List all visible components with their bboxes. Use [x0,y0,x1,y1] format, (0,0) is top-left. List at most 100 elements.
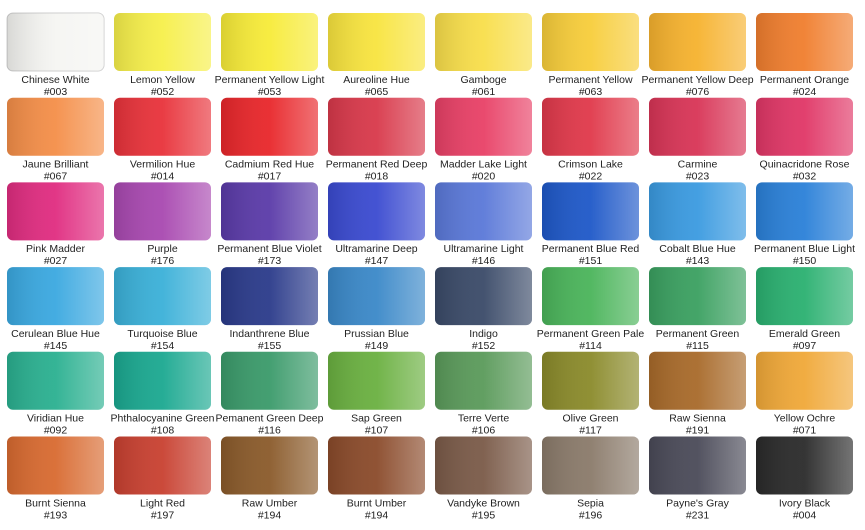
swatch-sheen [7,13,104,71]
swatch-code: #197 [151,509,175,521]
swatch-code: #027 [44,255,68,267]
swatch-code: #194 [258,509,282,521]
swatch-sheen [542,351,639,410]
swatch-code: #193 [44,509,68,521]
swatch-code: #004 [793,509,817,521]
swatch-sheen [114,97,211,156]
swatch-sheen [435,13,532,71]
swatch-sheen [435,182,532,241]
swatch-code: #108 [151,425,175,437]
swatch-name: Raw Sienna [669,413,726,425]
swatch-sheen [756,351,853,410]
swatch-code: #149 [365,340,389,352]
swatch-code: #003 [44,86,68,98]
swatch-name: Sap Green [351,413,402,425]
swatch-sheen [114,436,211,495]
swatch-name: Phthalocyanine Green [111,413,215,425]
swatch-name: Quinacridone Rose [760,158,850,170]
swatch-sheen [756,182,853,241]
swatch-sheen [114,267,211,326]
swatch-code: #143 [686,255,710,267]
swatch-code: #071 [793,425,817,437]
swatch-code: #152 [472,340,496,352]
swatch-name: Ivory Black [779,497,831,509]
swatch-name: Gamboge [460,74,506,86]
swatch-sheen [114,182,211,241]
swatch-sheen [542,267,639,326]
swatch-name: Carmine [678,158,718,170]
swatch-name: Cobalt Blue Hue [659,243,736,255]
swatch-name: Viridian Hue [27,413,84,425]
swatch-sheen [7,267,104,326]
swatch-sheen [221,436,318,495]
swatch-name: Raw Umber [242,497,298,509]
swatch-sheen [649,97,746,156]
swatch-name: Permanent Blue Violet [217,243,321,255]
swatch-name: Chinese White [21,74,89,86]
swatch-sheen [542,436,639,495]
swatch-name: Permanent Green [656,328,740,340]
swatch-code: #107 [365,425,389,437]
swatch-code: #115 [686,340,709,352]
swatch-code: #173 [258,255,282,267]
swatch-code: #076 [686,86,710,98]
swatch-code: #067 [44,170,68,182]
swatch-name: Prussian Blue [344,328,409,340]
swatch-sheen [435,436,532,495]
swatch-sheen [221,97,318,156]
swatch-name: Permanent Green Pale [537,328,645,340]
swatch-sheen [542,97,639,156]
swatch-name: Permanent Blue Light [754,243,855,255]
swatch-sheen [756,97,853,156]
swatch-code: #117 [579,425,602,437]
swatch-name: Permanent Yellow [548,74,632,86]
swatch-name: Vermilion Hue [130,158,196,170]
swatch-sheen [649,351,746,410]
swatch-sheen [435,351,532,410]
swatch-sheen [328,97,425,156]
swatch-sheen [649,13,746,71]
swatch-name: Purple [147,243,178,255]
swatch-code: #061 [472,86,496,98]
swatch-name: Emerald Green [769,328,840,340]
swatch-code: #191 [686,425,710,437]
swatch-sheen [7,182,104,241]
swatch-code: #176 [151,255,175,267]
swatch-name: Terre Verte [458,413,510,425]
swatch-sheen [435,267,532,326]
swatch-sheen [649,436,746,495]
swatch-sheen [756,267,853,326]
swatch-sheen [7,97,104,156]
swatch-code: #145 [44,340,68,352]
swatch-name: Pink Madder [26,243,85,255]
swatch-name: Pemanent Green Deep [216,413,324,425]
swatch-code: #092 [44,425,68,437]
swatch-code: #014 [151,170,175,182]
swatch-name: Turquoise Blue [127,328,197,340]
swatch-name: Madder Lake Light [440,158,527,170]
swatch-sheen [114,351,211,410]
swatch-code: #106 [472,425,496,437]
swatch-code: #151 [579,255,603,267]
swatch-name: Olive Green [562,413,618,425]
swatch-code: #065 [365,86,389,98]
swatch-name: Payne's Gray [666,497,729,509]
swatch-sheen [221,13,318,71]
swatch-name: Permanent Yellow Light [215,74,325,86]
swatch-code: #020 [472,170,496,182]
swatch-code: #150 [793,255,817,267]
swatch-sheen [756,13,853,71]
swatch-name: Vandyke Brown [447,497,520,509]
swatch-sheen [328,436,425,495]
swatch-name: Light Red [140,497,185,509]
swatch-name: Permanent Yellow Deep [641,74,753,86]
swatch-name: Cadmium Red Hue [225,158,314,170]
swatch-sheen [221,267,318,326]
swatch-code: #196 [579,509,603,521]
swatch-code: #032 [793,170,817,182]
swatch-code: #023 [686,170,710,182]
swatch-sheen [328,13,425,71]
swatch-code: #018 [365,170,389,182]
swatch-sheen [649,182,746,241]
